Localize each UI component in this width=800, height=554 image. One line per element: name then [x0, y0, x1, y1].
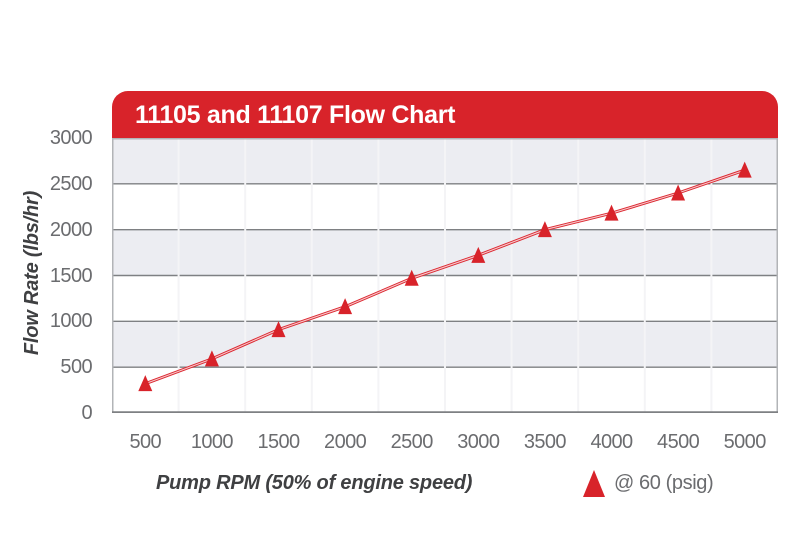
data-point-marker [471, 246, 486, 263]
x-tick-label: 5000 [723, 431, 767, 453]
y-tick-label: 1500 [49, 264, 93, 287]
data-point-marker [737, 161, 752, 178]
x-tick-label: 3500 [523, 431, 567, 453]
y-tick-label: 500 [60, 356, 92, 379]
chart-title: 11105 and 11107 Flow Chart [135, 101, 456, 129]
x-tick-label: 1500 [257, 431, 300, 453]
data-point-marker [271, 321, 286, 338]
series-line-highlight [145, 169, 745, 385]
x-axis-title: Pump RPM (50% of engine speed) [156, 472, 473, 494]
data-point-marker [204, 350, 219, 367]
y-tick-label: 3000 [49, 127, 93, 149]
x-tick-label: 2000 [324, 431, 367, 453]
x-tick-label: 500 [129, 431, 162, 453]
y-tick-label: 0 [81, 402, 92, 424]
x-tick-label: 3000 [457, 431, 500, 453]
data-point-marker [404, 269, 419, 286]
x-tick-label: 1000 [190, 431, 234, 453]
y-tick-label: 2500 [49, 172, 93, 195]
legend: @ 60 (psig) [583, 469, 714, 497]
data-point-marker [604, 204, 619, 221]
y-tick-label: 1000 [49, 310, 93, 333]
x-tick-label: 4000 [590, 431, 633, 453]
data-point-marker [671, 184, 686, 201]
chart-header-banner: 11105 and 11107 Flow Chart [112, 91, 778, 138]
legend-label: @ 60 (psig) [614, 472, 714, 494]
y-axis-ticks: 0 500 1000 1500 2000 2500 3000 [0, 0, 93, 554]
x-tick-label: 4500 [657, 431, 700, 453]
x-tick-label: 2500 [390, 431, 434, 453]
y-tick-label: 2000 [49, 218, 93, 241]
y-axis-title: Flow Rate (lbs/hr) [21, 190, 43, 356]
data-point-marker [537, 221, 552, 238]
plot-area [112, 138, 778, 413]
data-point-marker [138, 375, 153, 392]
legend-triangle-icon [583, 469, 605, 497]
plot-svg [112, 138, 778, 413]
data-point-marker [338, 298, 353, 315]
